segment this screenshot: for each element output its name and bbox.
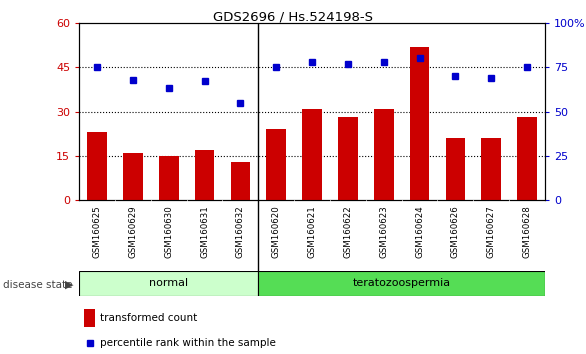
Text: ▶: ▶ xyxy=(64,280,73,290)
Text: GSM160631: GSM160631 xyxy=(200,206,209,258)
Bar xyxy=(258,271,545,296)
Text: GSM160623: GSM160623 xyxy=(379,206,388,258)
Bar xyxy=(159,156,179,200)
Text: teratozoospermia: teratozoospermia xyxy=(353,278,451,288)
Text: percentile rank within the sample: percentile rank within the sample xyxy=(100,338,276,348)
Bar xyxy=(410,47,430,200)
Bar xyxy=(267,129,286,200)
Text: GSM160621: GSM160621 xyxy=(308,206,316,258)
Bar xyxy=(481,138,501,200)
Text: GSM160627: GSM160627 xyxy=(487,206,496,258)
Text: GSM160622: GSM160622 xyxy=(343,206,352,258)
Text: normal: normal xyxy=(149,278,188,288)
Text: GSM160628: GSM160628 xyxy=(523,206,532,258)
Bar xyxy=(374,109,394,200)
Bar xyxy=(230,162,250,200)
Text: GSM160629: GSM160629 xyxy=(128,206,137,258)
Text: transformed count: transformed count xyxy=(100,313,197,323)
Bar xyxy=(84,309,96,327)
Text: GSM160620: GSM160620 xyxy=(272,206,281,258)
Text: GSM160630: GSM160630 xyxy=(164,206,173,258)
Bar xyxy=(517,118,537,200)
Text: GSM160632: GSM160632 xyxy=(236,206,245,258)
Bar xyxy=(87,132,107,200)
Text: GSM160626: GSM160626 xyxy=(451,206,460,258)
Bar xyxy=(79,271,258,296)
Bar xyxy=(445,138,465,200)
Bar xyxy=(302,109,322,200)
Text: GDS2696 / Hs.524198-S: GDS2696 / Hs.524198-S xyxy=(213,11,373,24)
Text: GSM160625: GSM160625 xyxy=(93,206,101,258)
Bar xyxy=(123,153,143,200)
Text: GSM160624: GSM160624 xyxy=(415,206,424,258)
Bar xyxy=(338,118,357,200)
Bar xyxy=(195,150,214,200)
Text: disease state: disease state xyxy=(3,280,73,290)
